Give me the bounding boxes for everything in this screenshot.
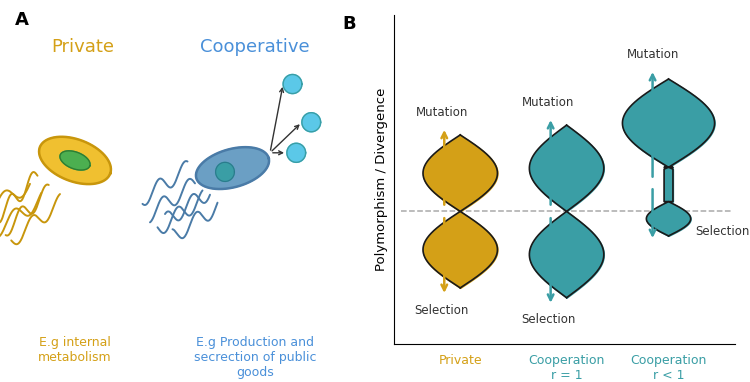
Text: Selection: Selection [520, 313, 575, 326]
Text: Cooperative: Cooperative [200, 38, 310, 56]
Text: Mutation: Mutation [416, 106, 468, 119]
Text: B: B [343, 15, 356, 33]
Polygon shape [60, 151, 90, 170]
Text: Selection: Selection [415, 304, 469, 317]
Text: A: A [15, 11, 28, 29]
Text: Private: Private [51, 38, 114, 56]
Polygon shape [216, 162, 234, 181]
Polygon shape [196, 147, 269, 189]
Polygon shape [302, 113, 321, 132]
Text: Mutation: Mutation [522, 96, 574, 109]
Text: Mutation: Mutation [626, 49, 679, 62]
Polygon shape [284, 74, 302, 94]
Y-axis label: Polymorphism / Divergence: Polymorphism / Divergence [375, 88, 388, 271]
Text: Selection: Selection [695, 225, 749, 238]
Text: E.g Production and
secrection of public
goods: E.g Production and secrection of public … [194, 336, 316, 379]
Polygon shape [39, 137, 111, 184]
Text: E.g internal
metabolism: E.g internal metabolism [38, 336, 112, 364]
Polygon shape [287, 143, 306, 162]
